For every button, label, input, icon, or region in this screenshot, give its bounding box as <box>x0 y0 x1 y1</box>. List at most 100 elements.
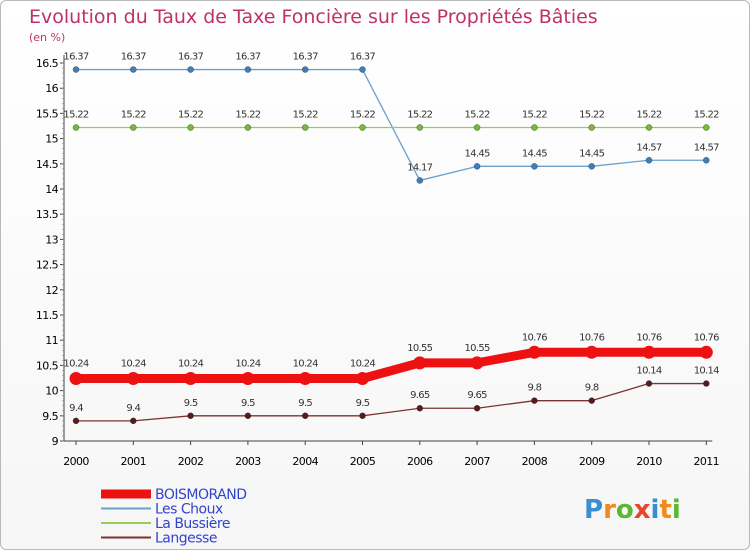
y-tick-label: 11.5 <box>36 309 59 322</box>
data-label: 9.5 <box>298 398 312 409</box>
data-point <box>531 397 538 404</box>
data-point <box>703 157 710 164</box>
data-label: 15.22 <box>121 110 146 121</box>
data-label: 15.22 <box>178 110 203 121</box>
legend-entry: La Bussière <box>155 516 230 532</box>
data-label: 15.22 <box>235 110 260 121</box>
data-label: 9.8 <box>585 383 599 394</box>
data-label: 15.22 <box>579 110 604 121</box>
logo-letter: r <box>603 495 616 525</box>
y-tick-label: 15 <box>45 133 58 146</box>
data-point <box>359 412 366 419</box>
series-line-les-choux <box>76 68 707 182</box>
data-label: 9.5 <box>356 398 370 409</box>
data-point <box>130 124 137 131</box>
data-label: 16.37 <box>63 52 88 63</box>
data-point <box>72 124 80 131</box>
data-label: 14.17 <box>407 162 432 173</box>
legend-entry: Langesse <box>155 531 217 547</box>
data-point <box>645 157 653 164</box>
x-tick-label: 2001 <box>120 455 146 468</box>
data-point <box>187 66 194 73</box>
data-label: 10.24 <box>350 359 375 370</box>
legend-entry: BOISMORAND <box>155 487 246 503</box>
data-label: 16.37 <box>350 52 375 63</box>
data-label: 10.14 <box>694 366 719 377</box>
data-label: 16.37 <box>235 52 260 63</box>
data-label: 10.24 <box>235 359 260 370</box>
y-tick-label: 10.5 <box>36 359 59 372</box>
data-label: 15.22 <box>63 110 88 121</box>
data-point <box>645 380 653 387</box>
x-tick-label: 2003 <box>235 455 261 468</box>
chart-title: Evolution du Taux de Taxe Foncière sur l… <box>29 6 598 28</box>
logo-letter: i <box>672 495 681 525</box>
data-label: 10.76 <box>522 332 547 343</box>
data-point <box>302 66 309 73</box>
series-line-boismorand <box>76 347 707 384</box>
data-label: 9.4 <box>69 403 83 414</box>
x-tick-label: 2010 <box>636 455 662 468</box>
x-tick-label: 2004 <box>292 455 318 468</box>
x-tick-label: 2008 <box>522 455 548 468</box>
logo-letter: x <box>634 495 651 525</box>
data-label: 10.76 <box>694 332 719 343</box>
data-point <box>473 163 481 170</box>
data-point <box>531 163 538 170</box>
y-tick-label: 16.5 <box>36 57 59 70</box>
logo-letter: o <box>616 495 634 525</box>
data-point <box>298 372 312 386</box>
data-point <box>531 124 538 131</box>
y-tick-label: 14.5 <box>36 158 59 171</box>
data-point <box>130 417 137 425</box>
x-tick-label: 2011 <box>693 455 719 468</box>
data-label: 15.22 <box>407 110 432 121</box>
data-point <box>588 163 595 170</box>
logo-letter: i <box>651 495 660 525</box>
data-point <box>527 345 541 359</box>
data-label: 10.76 <box>579 332 604 343</box>
unit-label: (en %) <box>29 31 65 44</box>
y-tick-label: 9 <box>52 435 59 448</box>
data-label: 14.45 <box>579 148 604 159</box>
data-label: 14.57 <box>694 142 719 153</box>
y-tick-label: 12.5 <box>36 259 59 272</box>
logo-letter: t <box>659 495 671 525</box>
data-label: 9.65 <box>467 390 487 401</box>
y-tick-label: 10 <box>45 385 58 398</box>
data-label: 10.76 <box>636 332 661 343</box>
data-label: 15.22 <box>350 110 375 121</box>
data-point <box>413 356 427 370</box>
data-point <box>356 372 369 386</box>
data-label: 14.45 <box>522 148 547 159</box>
data-point <box>703 124 710 131</box>
data-point <box>473 124 481 131</box>
legend-entry: Les Choux <box>155 502 223 518</box>
data-label: 10.55 <box>407 343 432 354</box>
series-line-langesse <box>76 382 707 422</box>
data-point <box>244 124 252 131</box>
axes: 16.5 16 15.5 15 14.5 14 13.5 13 12.5 12 11.5 11 10.5… <box>36 55 720 468</box>
data-point <box>703 380 710 387</box>
data-label: 14.45 <box>465 148 490 159</box>
data-point <box>585 345 599 359</box>
x-tick-label: 2006 <box>407 455 433 468</box>
x-tick-label: 2009 <box>579 455 605 468</box>
data-point <box>359 124 366 131</box>
data-label: 10.24 <box>121 359 146 370</box>
data-point <box>302 412 309 419</box>
data-label: 14.57 <box>636 142 661 153</box>
data-label: 10.14 <box>636 366 661 377</box>
data-label: 15.22 <box>293 110 318 121</box>
data-label: 9.65 <box>410 390 430 401</box>
y-tick-label: 13.5 <box>36 208 59 221</box>
series-layer <box>69 66 713 425</box>
data-point <box>72 66 80 73</box>
proxiti-logo: Proxiti <box>584 495 681 525</box>
data-label: 16.37 <box>178 52 203 63</box>
data-point <box>645 124 653 131</box>
logo-letter: P <box>584 495 603 525</box>
data-point <box>588 124 595 131</box>
